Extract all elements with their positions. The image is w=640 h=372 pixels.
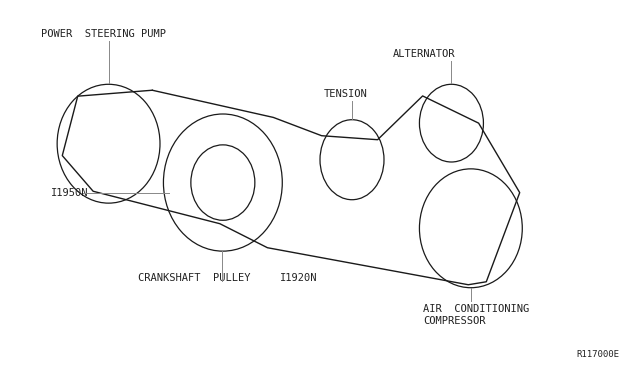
Text: AIR  CONDITIONING
COMPRESSOR: AIR CONDITIONING COMPRESSOR <box>423 304 529 326</box>
Text: I1950N: I1950N <box>51 188 89 198</box>
Text: CRANKSHAFT  PULLEY: CRANKSHAFT PULLEY <box>138 273 251 283</box>
Text: TENSION: TENSION <box>323 89 367 99</box>
Text: I1920N: I1920N <box>280 273 317 283</box>
Text: ALTERNATOR: ALTERNATOR <box>393 49 456 59</box>
Text: R117000E: R117000E <box>577 350 620 359</box>
Text: POWER  STEERING PUMP: POWER STEERING PUMP <box>41 29 166 39</box>
